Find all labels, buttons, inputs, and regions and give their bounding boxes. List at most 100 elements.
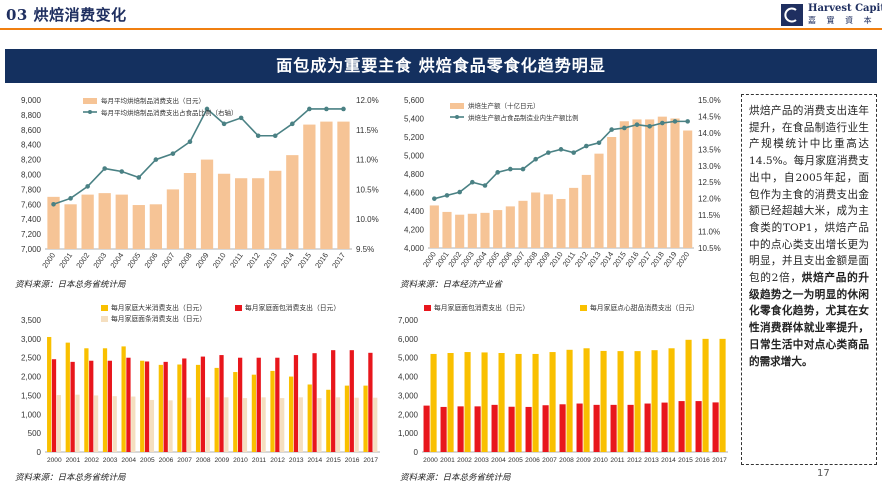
chart2-legend-label: 烘焙生产额占食品制造业内生产额比例	[468, 113, 579, 122]
chart2-line-point	[672, 119, 678, 124]
chart4-bar-1	[440, 406, 447, 452]
chart3-bar-1	[65, 342, 70, 452]
chart4-y-tick-label: 5,000	[398, 354, 419, 363]
chart3-bar-1	[251, 374, 257, 452]
chart2-y-tick-label: 4,400	[404, 207, 425, 216]
chart1-legend-swatch-dot	[88, 110, 92, 114]
chart3-x-tick-label: 2013	[289, 457, 304, 464]
chart1-x-tick-label: 2001	[57, 251, 74, 270]
source-note-chart1: 资料来源：日本总务省统计局	[15, 280, 126, 290]
chart3-y-tick-label: 1,500	[21, 391, 42, 400]
chart1-y-tick-label: 8,800	[21, 111, 42, 120]
chart1-line-point	[341, 106, 346, 112]
chart4-x-tick-label: 2016	[695, 457, 710, 464]
chart4-x-tick-label: 2002	[457, 457, 472, 464]
chart3-bar-2	[89, 360, 94, 452]
chart3-bar-3	[224, 397, 229, 452]
chart3-bar-1	[158, 364, 163, 452]
chart2-line-point	[685, 119, 690, 124]
chart1-y2-tick-label: 11.0%	[356, 156, 378, 165]
chart2-bar	[607, 137, 617, 248]
chart2-line-point	[622, 125, 627, 131]
chart3-legend-label: 每月家庭面包消费支出（日元）	[245, 303, 340, 312]
chart3-bar-1	[307, 384, 312, 452]
chart1-y2-tick-label: 9.5%	[356, 245, 374, 254]
chart1-bar	[200, 159, 214, 249]
chart1-y-tick-label: 8,400	[21, 141, 42, 150]
chart2-y2-tick-label: 12.0%	[698, 195, 721, 204]
chart3-bar-3	[317, 398, 322, 452]
chart1-x-tick-label: 2011	[228, 251, 245, 269]
chart1-bar	[183, 173, 197, 249]
chart3-x-tick-label: 2008	[196, 457, 211, 464]
chart3-bar-2	[331, 350, 336, 452]
chart3-bar-2	[200, 356, 206, 452]
chart4-bar-2	[702, 338, 709, 452]
chart3-bar-3	[168, 400, 173, 452]
chart3-bar-1	[195, 364, 201, 452]
chart1-bar	[132, 205, 145, 249]
chart4-x-tick-label: 2009	[576, 457, 591, 464]
chart2-bar	[657, 116, 667, 249]
chart2-y-tick-label: 4,800	[404, 170, 425, 179]
chart3-x-tick-label: 2011	[252, 457, 267, 464]
chart2-x-tick-label: 2010	[548, 250, 565, 269]
chart1-line-point	[272, 133, 278, 139]
chart1-x-tick-label: 2012	[245, 251, 262, 270]
chart-bread-vs-snack-spending: 0 1,000 2,000 3,000 4,000 5,000 6,000 7,000 2000…	[390, 294, 740, 469]
chart2-bar	[670, 118, 680, 248]
chart3-bar-1	[84, 348, 89, 452]
chart1-x-tick-label: 2002	[74, 251, 91, 270]
chart1-x-tick-label: 2017	[330, 251, 347, 270]
chart2-line-point	[444, 193, 450, 198]
chart4-y-tick-label: 7,000	[398, 316, 419, 325]
chart4-bar-2	[617, 351, 624, 452]
chart1-line-point	[187, 139, 193, 145]
chart2-bar	[632, 119, 642, 248]
chart1-bar	[337, 121, 350, 249]
chart1-x-tick-label: 2014	[279, 251, 296, 270]
chart4-bar-1	[525, 406, 532, 452]
chart1-line-point	[85, 184, 90, 189]
chart4-bar-2	[430, 353, 437, 452]
chart4-bar-2	[634, 351, 641, 452]
chart2-line-point	[470, 179, 475, 185]
chart2-y-tick-label: 4,600	[404, 189, 425, 198]
chart1-x-tick-label: 2003	[91, 251, 108, 270]
chart3-x-tick-label: 2006	[159, 457, 174, 464]
chart4-x-tick-label: 2001	[440, 457, 455, 464]
chart3-x-tick-label: 2000	[47, 457, 62, 464]
chart2-y2-tick-label: 11.5%	[698, 211, 720, 220]
chart1-line-point	[51, 202, 56, 207]
chart4-x-tick-label: 2007	[542, 457, 557, 464]
chart4-legend-label: 每月家庭点心甜品消费支出（日元）	[590, 303, 699, 312]
chart4-bar-2	[583, 348, 590, 452]
chart3-bar-2	[293, 355, 299, 452]
chart3-bar-2	[275, 357, 280, 452]
chart3-bar-3	[354, 397, 359, 452]
chart2-line-point	[609, 127, 614, 132]
chart1-y-tick-label: 9,000	[21, 96, 42, 105]
chart1-line-point	[238, 115, 244, 121]
chart2-bar	[543, 194, 553, 248]
chart3-bar-2	[182, 358, 187, 452]
chart2-bar	[619, 121, 629, 248]
chart3-legend-swatch	[101, 305, 108, 311]
chart3-x-tick-label: 2005	[140, 457, 155, 464]
chart4-bar-2	[651, 350, 658, 452]
chart4-bar-1	[627, 404, 634, 452]
chart2-bar	[645, 119, 655, 248]
chart2-line-point	[482, 183, 488, 188]
chart1-series-line	[53, 107, 344, 206]
chart1-line-point	[255, 133, 261, 139]
chart2-bar	[493, 210, 503, 248]
company-logo-text: Harvest Capital 嘉 實 資 本	[808, 3, 882, 26]
chart1-bar	[303, 124, 316, 249]
chart1-line-point	[119, 169, 125, 174]
chart3-bar-3	[205, 397, 210, 452]
chart4-x-tick-label: 2000	[423, 457, 438, 464]
chart1-y-tick-label: 7,200	[21, 230, 42, 239]
chart3-bar-1	[344, 385, 350, 452]
chart4-bar-2	[685, 339, 692, 452]
chart2-bar	[569, 187, 579, 248]
